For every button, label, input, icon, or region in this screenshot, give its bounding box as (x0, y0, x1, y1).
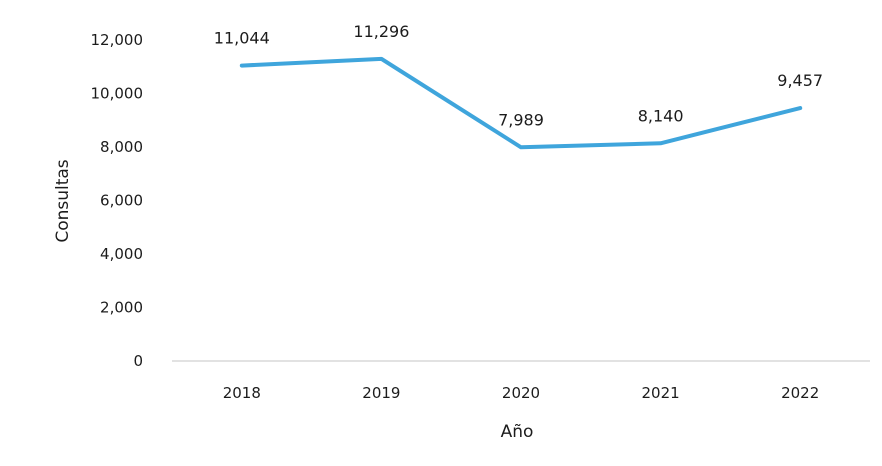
x-tick-label: 2021 (642, 384, 680, 402)
y-axis-title: Consultas (53, 159, 73, 242)
x-axis-title: Año (501, 422, 534, 442)
x-tick-label: 2022 (781, 384, 819, 402)
series-line (239, 56, 803, 150)
y-tick-label: 2,000 (100, 299, 143, 317)
y-tick-label: 8,000 (100, 138, 143, 156)
x-axis-ticks: 2018 2019 2020 2021 2022 (223, 384, 820, 402)
x-tick-label: 2020 (502, 384, 540, 402)
x-tick-label: 2018 (223, 384, 261, 402)
y-tick-label: 6,000 (100, 192, 143, 210)
y-tick-label: 12,000 (91, 31, 144, 49)
y-tick-label: 0 (133, 352, 143, 370)
data-labels: 11,044 11,296 7,989 8,140 9,457 (214, 22, 823, 129)
x-tick-label: 2019 (362, 384, 400, 402)
y-tick-label: 4,000 (100, 245, 143, 263)
series-layer (239, 56, 803, 150)
data-label: 9,457 (777, 71, 823, 90)
data-label: 11,296 (353, 22, 409, 41)
data-label: 8,140 (638, 106, 684, 125)
data-label: 11,044 (214, 29, 270, 48)
y-axis-ticks: 0 2,000 4,000 6,000 8,000 10,000 12,000 (91, 31, 144, 370)
data-label: 7,989 (498, 110, 544, 129)
y-tick-label: 10,000 (91, 85, 144, 103)
